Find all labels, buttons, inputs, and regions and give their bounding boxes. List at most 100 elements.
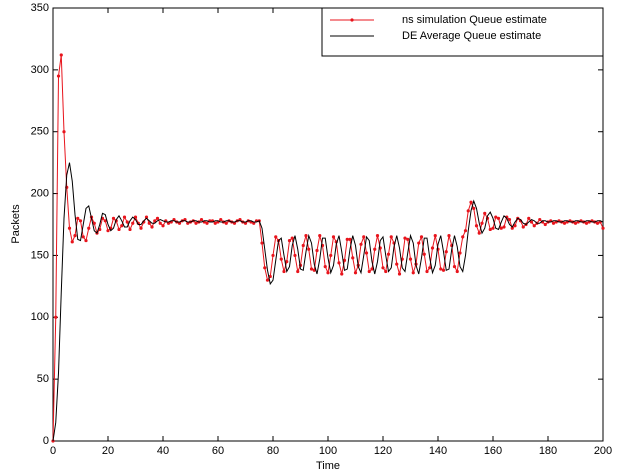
series-marker (425, 269, 429, 274)
series-marker (282, 269, 286, 274)
series-marker (120, 224, 124, 228)
series-marker (76, 216, 80, 220)
series-marker (367, 269, 371, 274)
series-marker (419, 235, 424, 239)
series-marker (133, 215, 138, 219)
series-marker (268, 274, 272, 279)
x-tick-label: 80 (267, 445, 279, 457)
series-marker (56, 74, 61, 78)
series-marker (483, 211, 487, 215)
series-line (52, 162, 604, 442)
series-marker (199, 217, 204, 222)
series-marker (502, 225, 506, 229)
series-marker (111, 216, 116, 220)
series-marker (304, 234, 308, 238)
series-marker (279, 257, 283, 261)
series-marker (194, 221, 198, 225)
legend-label: DE Average Queue estimate (402, 30, 541, 42)
series-marker (373, 247, 377, 251)
legend-box (321, 7, 604, 57)
series-marker (54, 315, 58, 319)
y-axis-label: Packets (10, 204, 22, 244)
series-marker (125, 220, 129, 224)
series-marker (406, 237, 410, 241)
series-marker (287, 238, 292, 243)
series-marker (307, 247, 311, 251)
series-marker (362, 235, 366, 239)
series-marker (59, 53, 63, 57)
series-marker (386, 252, 391, 256)
y-tick-label: 100 (31, 311, 49, 323)
series-marker (477, 231, 481, 235)
series-marker (296, 269, 300, 274)
series-marker (444, 250, 448, 254)
series-marker (474, 224, 479, 228)
series-marker (532, 224, 536, 228)
series-marker (213, 221, 217, 225)
series-marker (265, 278, 270, 282)
series-marker (155, 216, 160, 220)
series-marker (158, 221, 162, 225)
series-marker (301, 243, 305, 248)
series-marker (323, 264, 327, 269)
series-marker (67, 226, 72, 230)
series-marker (205, 221, 209, 225)
y-tick-label: 0 (43, 435, 49, 447)
series-marker (359, 242, 363, 246)
series-marker (364, 251, 369, 255)
x-tick-label: 200 (594, 445, 612, 457)
legend-marker (350, 18, 354, 22)
series-marker (562, 221, 567, 225)
series-marker (469, 200, 473, 204)
series-marker (389, 235, 393, 239)
series-marker (329, 253, 333, 258)
series-marker (381, 266, 385, 270)
series-marker (472, 206, 476, 211)
x-tick-label: 40 (157, 445, 169, 457)
series-marker (496, 216, 501, 220)
series-marker (494, 215, 498, 219)
x-tick-label: 180 (539, 445, 557, 457)
series-marker (551, 221, 556, 225)
series-marker (260, 241, 264, 245)
series-marker (263, 266, 267, 270)
series-marker (274, 235, 278, 239)
series-marker (103, 219, 107, 223)
series-marker (106, 229, 110, 233)
series-marker (491, 226, 495, 230)
series-marker (395, 262, 399, 266)
series-marker (543, 222, 547, 227)
series-marker (315, 248, 319, 253)
series-marker (144, 215, 149, 219)
series-marker (345, 237, 349, 241)
series-marker (441, 268, 446, 272)
series-marker (463, 229, 468, 233)
series-marker (538, 217, 542, 222)
series-marker (417, 241, 421, 245)
series-marker (513, 224, 517, 228)
series-marker (153, 219, 157, 223)
series-marker (224, 221, 228, 225)
series-marker (408, 257, 413, 261)
x-tick-label: 20 (102, 445, 114, 457)
series-marker (78, 219, 83, 223)
series-marker (488, 227, 492, 232)
series-marker (370, 267, 374, 271)
x-tick-label: 160 (484, 445, 502, 457)
series-marker (337, 261, 341, 265)
series-marker (81, 235, 85, 239)
series-marker (428, 266, 432, 270)
series-marker (290, 236, 294, 240)
series-marker (403, 236, 407, 240)
series-marker (271, 253, 275, 258)
series-marker (70, 240, 74, 244)
series-marker (62, 130, 66, 134)
series-marker (351, 256, 355, 260)
x-tick-label: 0 (50, 445, 56, 457)
series-marker (293, 253, 297, 258)
series-marker (529, 220, 534, 224)
series-marker (73, 234, 77, 238)
series-marker (510, 226, 514, 230)
